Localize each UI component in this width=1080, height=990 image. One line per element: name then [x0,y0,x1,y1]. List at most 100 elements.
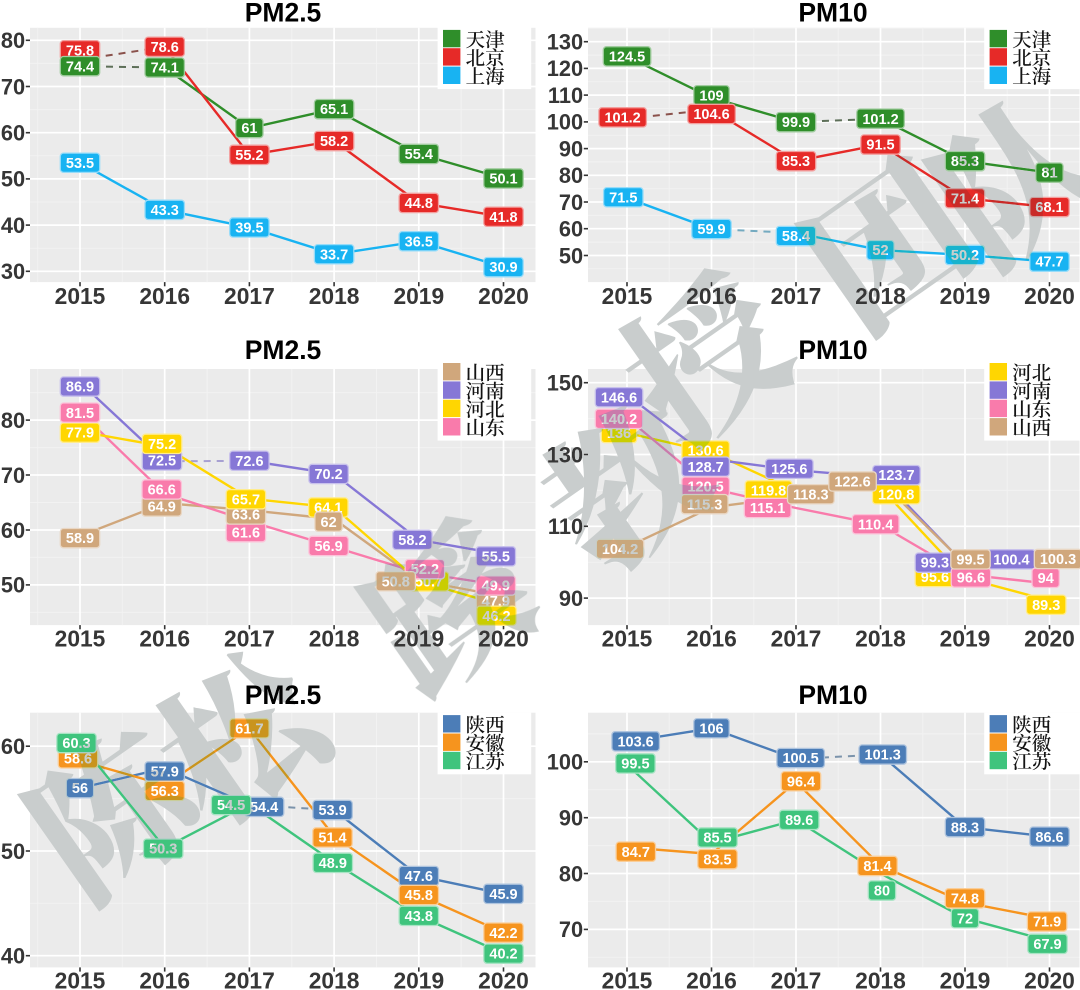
svg-text:2017: 2017 [224,283,275,309]
svg-text:100: 100 [547,750,583,775]
svg-text:120.8: 120.8 [878,487,914,503]
svg-text:80: 80 [559,163,583,188]
svg-text:62: 62 [321,515,337,531]
svg-text:100.5: 100.5 [782,751,818,767]
svg-text:2016: 2016 [139,283,190,309]
svg-text:89.3: 89.3 [1032,598,1060,614]
svg-text:60: 60 [1,734,25,759]
svg-text:110: 110 [548,83,583,108]
svg-text:99.9: 99.9 [782,115,810,131]
svg-text:2018: 2018 [309,968,360,990]
svg-text:2019: 2019 [393,968,444,990]
svg-text:2017: 2017 [771,625,822,651]
svg-text:2015: 2015 [55,625,106,651]
svg-text:101.2: 101.2 [862,112,898,128]
svg-text:2017: 2017 [771,968,822,990]
svg-text:85.5: 85.5 [703,831,731,847]
svg-text:30.9: 30.9 [489,260,517,276]
svg-text:81.4: 81.4 [863,859,891,875]
svg-text:48.9: 48.9 [319,856,347,872]
svg-text:56.9: 56.9 [314,539,342,555]
svg-text:PM2.5: PM2.5 [245,335,322,365]
svg-text:2017: 2017 [224,968,275,990]
svg-text:81.5: 81.5 [66,406,94,422]
svg-text:96.4: 96.4 [787,774,815,790]
svg-text:146.6: 146.6 [601,390,637,406]
svg-text:58.2: 58.2 [320,134,348,150]
svg-text:103.6: 103.6 [617,735,653,751]
svg-text:61: 61 [241,121,257,137]
svg-text:58.2: 58.2 [398,533,426,549]
svg-text:50: 50 [1,573,25,598]
svg-text:50: 50 [1,167,25,192]
svg-text:77.9: 77.9 [66,426,94,442]
svg-text:2018: 2018 [855,968,906,990]
svg-text:53.9: 53.9 [318,803,346,819]
svg-text:66.6: 66.6 [148,483,176,499]
svg-text:55.2: 55.2 [235,148,263,164]
svg-text:45.9: 45.9 [489,887,517,903]
svg-text:2015: 2015 [602,283,653,309]
svg-text:2016: 2016 [139,968,190,990]
svg-text:2019: 2019 [940,968,991,990]
svg-text:72.5: 72.5 [148,454,176,470]
svg-text:90: 90 [559,806,583,831]
svg-text:70.2: 70.2 [314,467,342,483]
svg-text:2020: 2020 [1024,968,1075,990]
svg-text:36.5: 36.5 [405,234,433,250]
svg-text:61.6: 61.6 [232,525,260,541]
svg-text:2020: 2020 [1024,625,1075,651]
svg-text:43.8: 43.8 [405,909,433,925]
svg-text:88.3: 88.3 [951,820,979,836]
svg-text:2019: 2019 [940,283,991,309]
svg-text:72: 72 [957,911,973,927]
svg-text:2016: 2016 [139,625,190,651]
svg-text:80: 80 [874,884,890,900]
svg-text:2020: 2020 [478,283,529,309]
svg-text:70: 70 [559,917,583,942]
svg-text:101.3: 101.3 [865,748,901,764]
svg-text:123.7: 123.7 [878,468,914,484]
svg-text:50.1: 50.1 [489,172,517,188]
svg-text:74.8: 74.8 [951,892,979,908]
svg-text:2019: 2019 [940,625,991,651]
svg-text:90: 90 [559,586,583,611]
svg-text:41.8: 41.8 [489,210,517,226]
svg-text:95.6: 95.6 [921,570,949,586]
svg-text:80: 80 [1,408,25,433]
svg-text:100.3: 100.3 [1040,552,1076,568]
svg-text:109: 109 [699,88,723,104]
svg-text:110: 110 [548,514,583,539]
svg-text:96.6: 96.6 [957,571,985,587]
svg-text:70: 70 [1,463,25,488]
svg-text:80: 80 [1,28,25,53]
svg-text:106: 106 [699,721,723,737]
svg-text:67.9: 67.9 [1033,937,1061,953]
svg-text:2018: 2018 [309,625,360,651]
svg-text:101.2: 101.2 [604,111,640,127]
svg-text:2018: 2018 [309,283,360,309]
svg-text:104.6: 104.6 [693,107,729,123]
svg-text:64.9: 64.9 [148,500,176,516]
svg-text:60: 60 [1,518,25,543]
svg-text:122.6: 122.6 [834,475,870,491]
svg-text:50: 50 [1,839,25,864]
svg-text:71.5: 71.5 [609,190,637,206]
svg-text:2015: 2015 [55,968,106,990]
svg-text:40.2: 40.2 [489,947,517,963]
svg-text:PM10: PM10 [798,0,867,28]
svg-text:2015: 2015 [602,968,653,990]
svg-text:125.6: 125.6 [771,462,807,478]
svg-text:70: 70 [559,190,583,215]
svg-text:50: 50 [559,243,583,268]
svg-text:74.4: 74.4 [66,59,94,75]
svg-text:55.4: 55.4 [405,147,433,163]
svg-text:90: 90 [559,136,583,161]
svg-text:119.8: 119.8 [751,483,787,499]
svg-text:44.8: 44.8 [405,196,433,212]
svg-text:2020: 2020 [1024,283,1075,309]
svg-text:75.2: 75.2 [148,437,176,453]
svg-text:83.5: 83.5 [703,852,731,868]
svg-text:100.4: 100.4 [993,553,1029,569]
svg-text:2015: 2015 [55,283,106,309]
